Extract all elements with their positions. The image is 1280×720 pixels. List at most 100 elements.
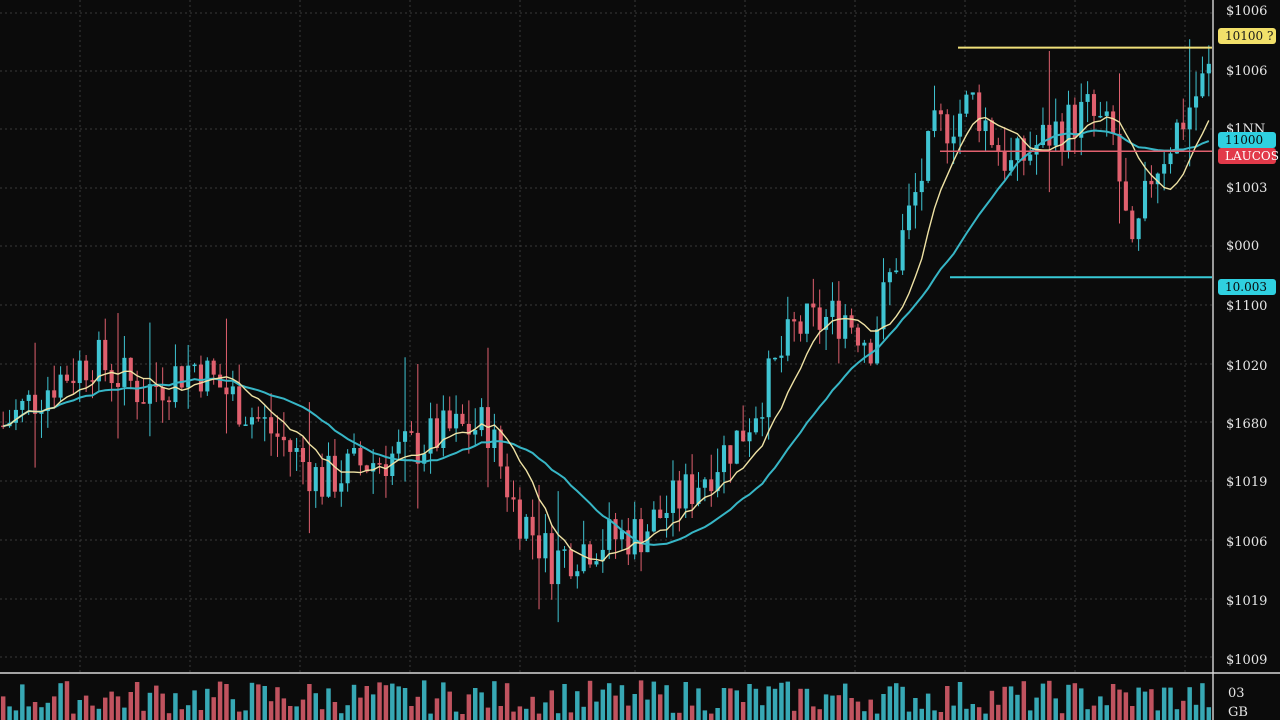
volume-bar: [1008, 686, 1014, 720]
volume-tick-label: 03: [1228, 686, 1245, 701]
candle-body: [690, 474, 695, 504]
volume-bar: [1130, 706, 1135, 720]
volume-bar: [1193, 704, 1199, 720]
ma-fast-line: [3, 116, 1210, 562]
candle-body: [128, 357, 133, 381]
candle-body: [33, 394, 38, 414]
volume-bar: [345, 705, 350, 720]
candle-body: [1060, 121, 1065, 151]
candle-body: [862, 342, 867, 346]
volume-bar: [26, 706, 31, 720]
volume-bar: [804, 688, 810, 720]
price-tick-label: $1006: [1226, 535, 1267, 550]
candle-body: [543, 533, 548, 559]
volume-bar: [192, 690, 197, 720]
volume-bar: [575, 691, 580, 720]
candle-body: [1053, 121, 1058, 146]
candle-body: [249, 417, 255, 425]
volume-bar: [817, 709, 822, 720]
volume-bars: [0, 680, 1212, 720]
volume-bar: [1110, 684, 1116, 720]
volume-bar: [20, 684, 25, 720]
volume-bar: [651, 681, 657, 720]
candle-body: [536, 535, 542, 559]
candle-body: [77, 360, 82, 384]
volume-bar: [421, 680, 427, 720]
volume-bar: [1117, 689, 1122, 720]
candle-body: [613, 519, 618, 540]
volume-bar: [1021, 681, 1027, 720]
volume-bar: [160, 693, 165, 720]
candle-body: [147, 384, 152, 404]
volume-bar: [964, 708, 969, 720]
volume-bar: [211, 697, 216, 720]
candle-body: [447, 410, 452, 429]
volume-bar: [1142, 691, 1148, 720]
volume-bar: [919, 708, 924, 720]
candle-body: [415, 432, 420, 464]
volume-bar: [1181, 700, 1186, 720]
price-tick-label: $1009: [1226, 653, 1267, 668]
volume-bar: [677, 712, 682, 720]
candle-body: [632, 519, 637, 555]
price-tick-label: $1680: [1226, 417, 1267, 432]
volume-bar: [472, 688, 478, 720]
candle-body: [84, 360, 89, 381]
volume-bar: [543, 702, 548, 720]
volume-bar: [957, 682, 963, 720]
volume-bar: [549, 690, 555, 720]
candle-body: [970, 92, 975, 95]
volume-bar: [779, 682, 784, 720]
mid-red-tag-bg: [1218, 148, 1276, 164]
candle-body: [441, 410, 446, 448]
candle-body: [26, 394, 31, 401]
volume-bar: [485, 707, 491, 720]
candle-body: [556, 550, 561, 585]
candle-body: [262, 417, 267, 419]
candle-body: [1098, 115, 1103, 118]
volume-bar: [109, 691, 114, 720]
candle-body: [804, 303, 809, 334]
candle-body: [1130, 210, 1135, 240]
candle-body: [881, 282, 886, 330]
candle-body: [887, 272, 892, 283]
volume-bar: [1187, 687, 1192, 720]
candle-body: [20, 400, 25, 410]
volume-bar: [938, 712, 944, 720]
volume-bar: [1078, 688, 1084, 720]
volume-bar: [670, 712, 676, 720]
volume-bar: [313, 693, 318, 720]
candle-body: [734, 430, 739, 464]
volume-bar: [772, 688, 778, 720]
volume-bar: [147, 692, 153, 720]
candle-body: [218, 374, 223, 388]
volume-bar: [326, 688, 331, 720]
volume-bar: [319, 709, 325, 720]
candle-body: [71, 380, 76, 384]
volume-bar: [511, 711, 516, 720]
candle-body: [52, 390, 57, 398]
candle-body: [760, 417, 765, 419]
candle-body: [205, 360, 210, 392]
volume-bar: [932, 710, 937, 720]
candle-body: [103, 339, 108, 371]
volume-bar: [77, 700, 82, 720]
volume-bar: [638, 680, 644, 720]
volume-bar: [842, 683, 848, 720]
candle-body: [817, 307, 822, 330]
candle-body: [237, 386, 242, 425]
candle-body: [607, 519, 612, 550]
volume-bar: [1174, 709, 1180, 720]
volume-bar: [836, 695, 842, 720]
volume-bar: [383, 685, 389, 720]
volume-bar: [364, 686, 370, 720]
candle-body: [351, 448, 357, 454]
volume-bar: [498, 706, 503, 720]
volume-bar: [281, 698, 287, 720]
volume-bar: [849, 698, 854, 720]
volume-bar: [1098, 696, 1103, 720]
volume-bar: [51, 696, 57, 720]
volume-bar: [1015, 694, 1020, 720]
candle-body: [1206, 63, 1211, 74]
candle-body: [824, 316, 829, 330]
